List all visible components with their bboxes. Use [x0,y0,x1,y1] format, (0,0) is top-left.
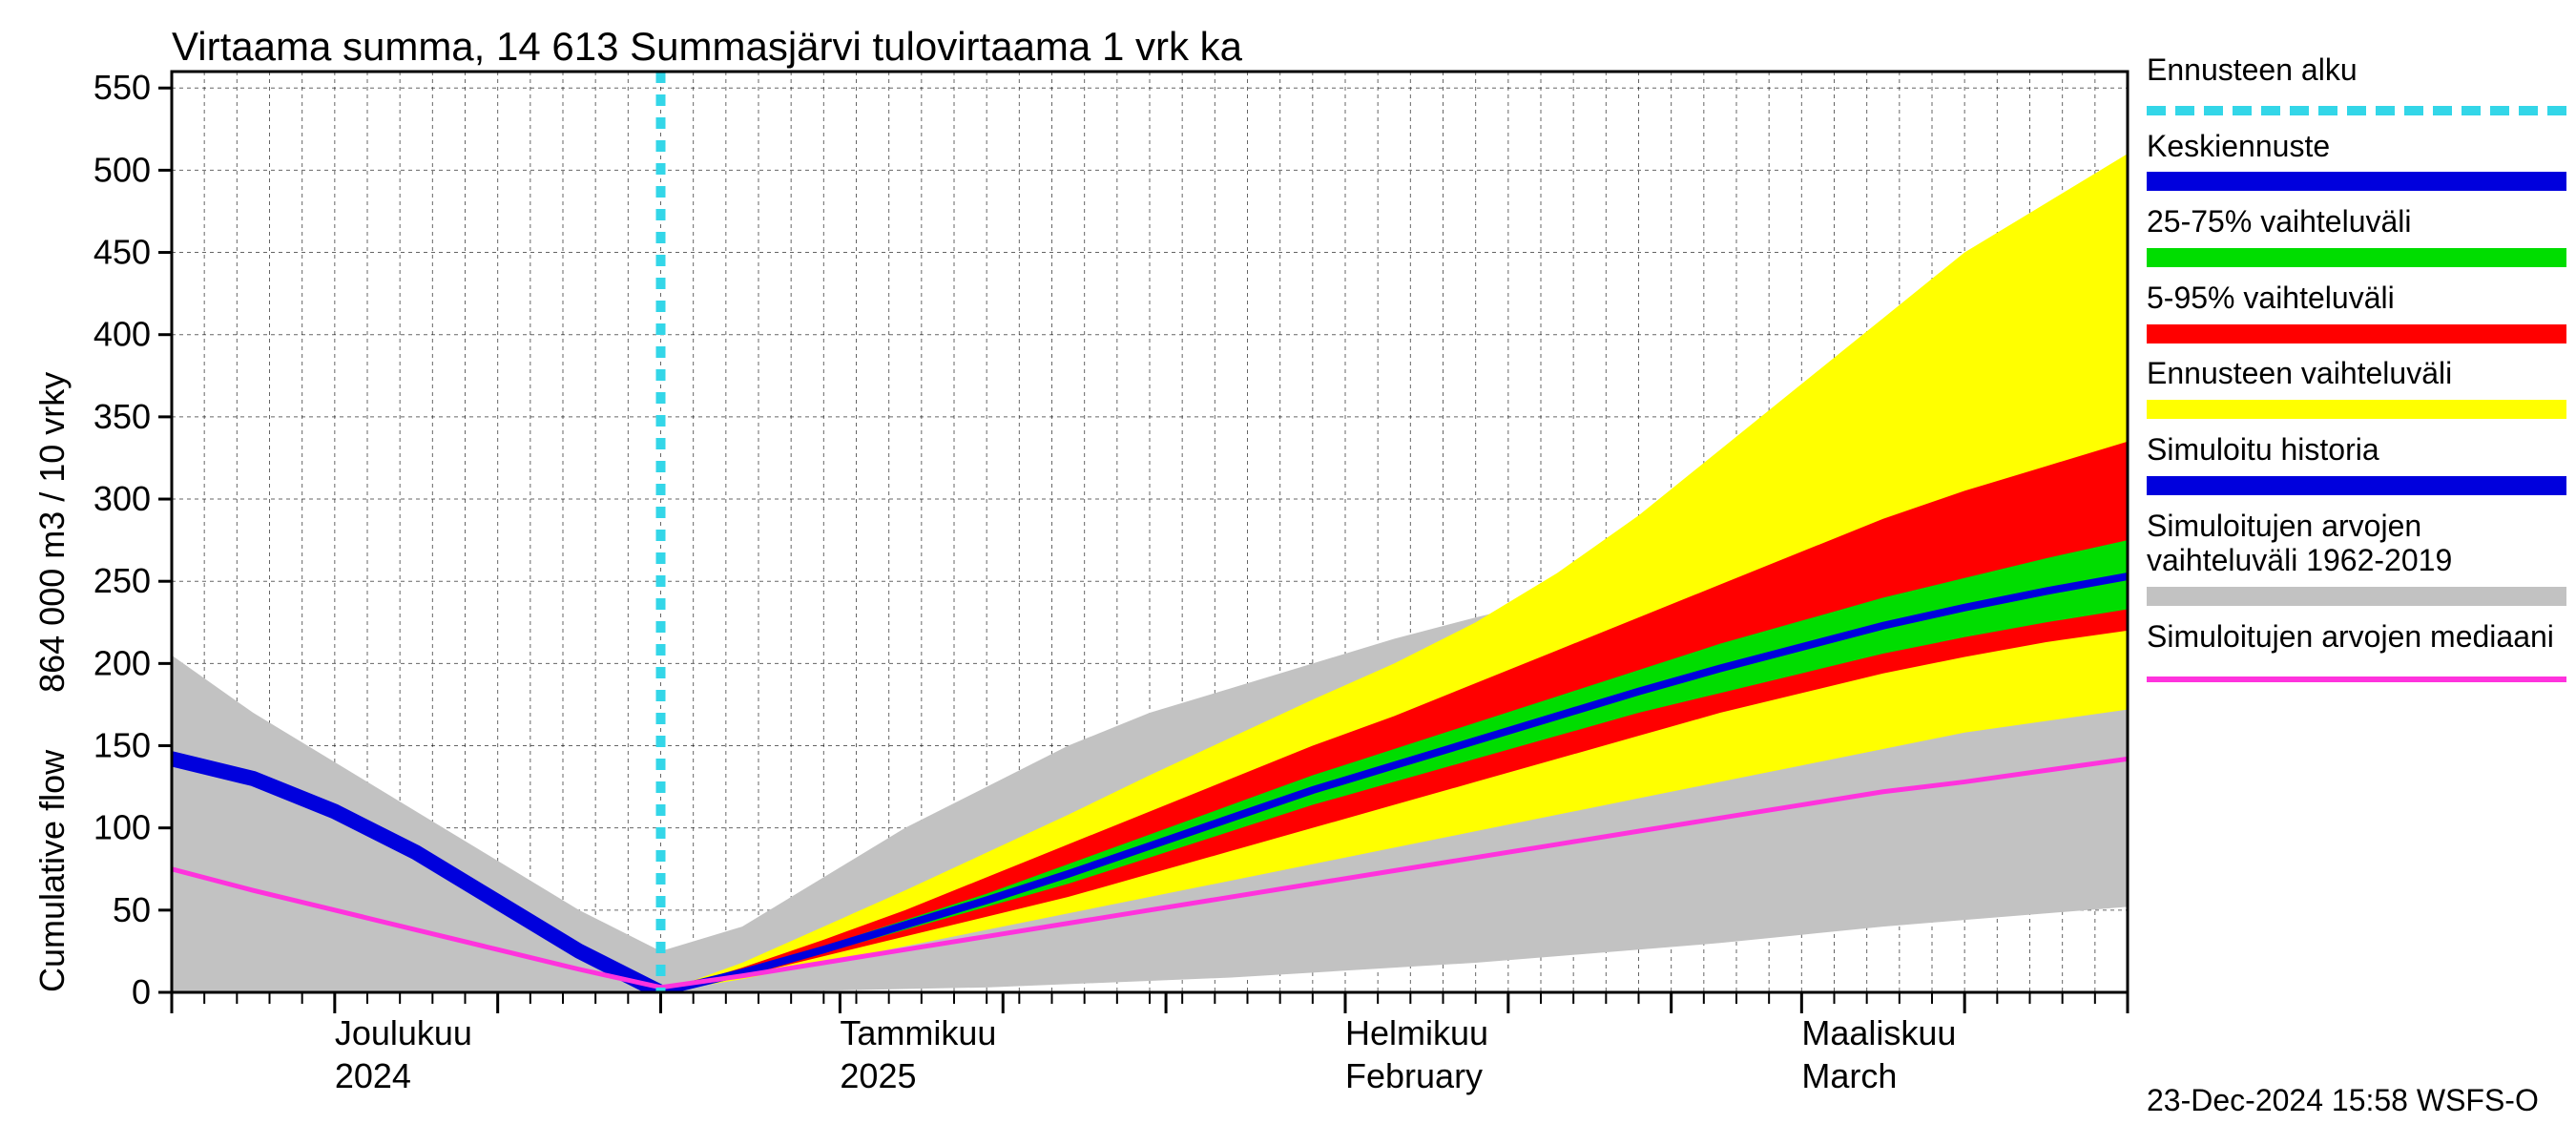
svg-text:2025: 2025 [840,1056,916,1095]
legend-label: Simuloitu historia [2147,432,2566,468]
legend: Ennusteen alku Keskiennuste 25-75% vaihtel… [2147,52,2566,696]
legend-swatch [2147,400,2566,419]
svg-text:550: 550 [93,68,151,107]
legend-label: Ennusteen alku [2147,52,2566,88]
svg-text:450: 450 [93,233,151,272]
svg-text:400: 400 [93,315,151,354]
svg-text:50: 50 [113,890,151,929]
legend-label: 5-95% vaihteluväli [2147,281,2566,316]
legend-swatch [2147,106,2566,115]
legend-swatch [2147,677,2566,682]
svg-text:0: 0 [132,972,151,1011]
legend-entry: 5-95% vaihteluväli [2147,281,2566,351]
legend-entry: Ennusteen vaihteluväli [2147,356,2566,427]
svg-text:February: February [1345,1056,1483,1095]
svg-text:100: 100 [93,808,151,847]
svg-text:500: 500 [93,150,151,189]
legend-label: Simuloitujen arvojen mediaani [2147,619,2566,655]
legend-label: Keskiennuste [2147,129,2566,164]
legend-entry: Ennusteen alku [2147,52,2566,123]
timestamp-label: 23-Dec-2024 15:58 WSFS-O [2147,1083,2539,1118]
chart-container: Virtaama summa, 14 613 Summasjärvi tulov… [0,0,2576,1145]
svg-text:Maaliskuu: Maaliskuu [1801,1013,1956,1052]
legend-label: Ennusteen vaihteluväli [2147,356,2566,391]
svg-text:Tammikuu: Tammikuu [840,1013,996,1052]
legend-swatch [2147,587,2566,606]
legend-swatch [2147,324,2566,344]
svg-text:350: 350 [93,397,151,436]
legend-swatch [2147,476,2566,495]
legend-swatch [2147,248,2566,267]
legend-swatch [2147,172,2566,191]
legend-label: Simuloitujen arvojen vaihteluväli 1962-2… [2147,509,2566,579]
legend-entry: Simuloitu historia [2147,432,2566,503]
svg-text:Helmikuu: Helmikuu [1345,1013,1488,1052]
svg-text:300: 300 [93,479,151,518]
svg-text:200: 200 [93,643,151,682]
legend-label: 25-75% vaihteluväli [2147,204,2566,239]
svg-text:March: March [1801,1056,1897,1095]
legend-entry: Keskiennuste [2147,129,2566,199]
svg-text:Joulukuu: Joulukuu [335,1013,472,1052]
svg-text:250: 250 [93,561,151,600]
svg-text:2024: 2024 [335,1056,411,1095]
legend-entry: 25-75% vaihteluväli [2147,204,2566,275]
svg-text:150: 150 [93,726,151,765]
legend-entry: Simuloitujen arvojen mediaani [2147,619,2566,690]
legend-entry: Simuloitujen arvojen vaihteluväli 1962-2… [2147,509,2566,614]
